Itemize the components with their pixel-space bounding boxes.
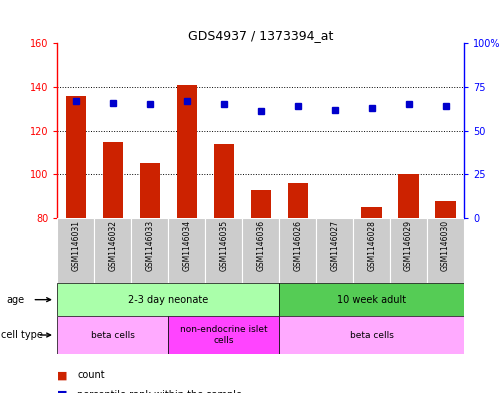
Bar <box>103 141 123 218</box>
Text: beta cells: beta cells <box>350 331 394 340</box>
Bar <box>168 218 205 283</box>
Text: GSM1146035: GSM1146035 <box>219 220 228 271</box>
Bar <box>131 218 168 283</box>
Text: GSM1146033: GSM1146033 <box>145 220 154 271</box>
Text: cell type: cell type <box>1 330 43 340</box>
Bar <box>177 85 197 218</box>
Bar <box>361 207 382 218</box>
Text: non-endocrine islet
cells: non-endocrine islet cells <box>180 325 267 345</box>
Text: GSM1146032: GSM1146032 <box>108 220 117 271</box>
Bar <box>66 96 86 218</box>
Text: GSM1146031: GSM1146031 <box>71 220 80 271</box>
Bar <box>168 316 279 354</box>
Bar <box>214 144 234 218</box>
Bar <box>205 218 242 283</box>
Bar <box>398 174 419 218</box>
Text: age: age <box>6 295 24 305</box>
Text: GSM1146030: GSM1146030 <box>441 220 450 271</box>
Text: GSM1146036: GSM1146036 <box>256 220 265 271</box>
Bar <box>436 200 456 218</box>
Text: GSM1146028: GSM1146028 <box>367 220 376 271</box>
Bar <box>94 218 131 283</box>
Bar <box>250 190 271 218</box>
Text: count: count <box>77 370 105 380</box>
Bar <box>353 218 390 283</box>
Bar <box>57 283 279 316</box>
Text: ■: ■ <box>57 390 68 393</box>
Bar <box>57 316 168 354</box>
Text: GSM1146027: GSM1146027 <box>330 220 339 271</box>
Text: beta cells: beta cells <box>91 331 135 340</box>
Text: percentile rank within the sample: percentile rank within the sample <box>77 390 243 393</box>
Bar <box>390 218 427 283</box>
Bar <box>140 163 160 218</box>
Bar <box>427 218 464 283</box>
Bar <box>279 316 464 354</box>
Bar <box>57 218 94 283</box>
Text: GSM1146026: GSM1146026 <box>293 220 302 271</box>
Text: GSM1146034: GSM1146034 <box>182 220 191 271</box>
Title: GDS4937 / 1373394_at: GDS4937 / 1373394_at <box>188 29 333 42</box>
Text: 10 week adult: 10 week adult <box>337 295 406 305</box>
Bar <box>279 283 464 316</box>
Text: 2-3 day neonate: 2-3 day neonate <box>128 295 209 305</box>
Bar <box>242 218 279 283</box>
Bar <box>279 218 316 283</box>
Bar <box>287 183 308 218</box>
Text: ■: ■ <box>57 370 68 380</box>
Bar <box>316 218 353 283</box>
Text: GSM1146029: GSM1146029 <box>404 220 413 271</box>
